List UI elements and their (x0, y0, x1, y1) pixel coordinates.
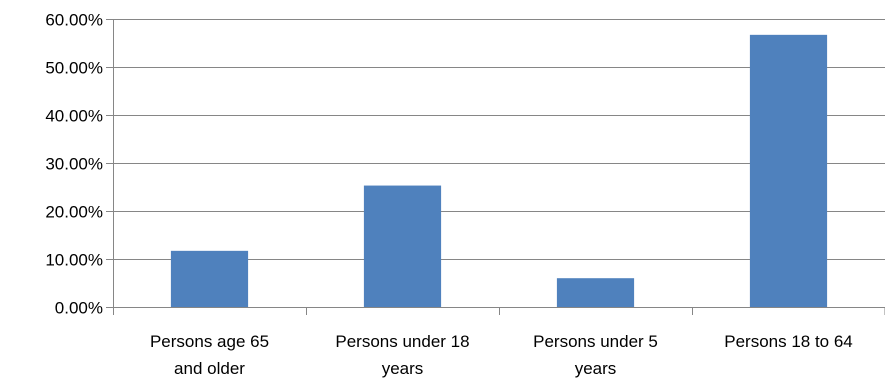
y-tick-labels: 0.00% 10.00% 20.00% 30.00% 40.00% 50.00% 60.00… (45, 11, 103, 318)
x-category-label: and older (174, 359, 245, 378)
y-tick-label: 40.00% (45, 107, 103, 126)
x-category-labels: Persons age 65 and older Persons under 18 y… (150, 332, 853, 378)
y-tick-label: 20.00% (45, 203, 103, 222)
y-tick-label: 30.00% (45, 155, 103, 174)
y-tick-label: 0.00% (55, 299, 103, 318)
x-category-label: Persons 18 to 64 (724, 332, 853, 351)
x-category-label: years (575, 359, 617, 378)
bar (749, 34, 828, 308)
axes (106, 19, 885, 315)
x-category-label: years (382, 359, 424, 378)
bars (170, 34, 828, 308)
x-category-label: Persons age 65 (150, 332, 269, 351)
y-tick-label: 60.00% (45, 11, 103, 30)
bar (170, 250, 249, 307)
bar (363, 185, 442, 307)
y-tick-label: 10.00% (45, 251, 103, 270)
y-tick-label: 50.00% (45, 59, 103, 78)
bar (556, 278, 635, 307)
x-category-label: Persons under 5 (533, 332, 658, 351)
x-category-label: Persons under 18 (335, 332, 469, 351)
